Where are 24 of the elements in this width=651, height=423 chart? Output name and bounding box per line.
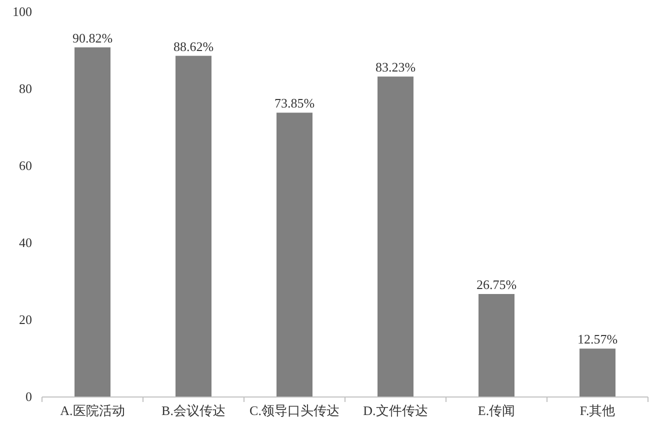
data-label: 26.75% [476, 277, 517, 292]
data-label: 73.85% [274, 96, 315, 111]
x-tick-label: A.医院活动 [60, 403, 125, 418]
y-tick-label: 0 [26, 389, 32, 404]
y-tick-label: 40 [19, 235, 32, 250]
x-tick-label: C.领导口头传达 [250, 403, 340, 418]
y-tick-label: 80 [19, 81, 32, 96]
data-label: 12.57% [577, 332, 618, 347]
x-tick-label: E.传闻 [478, 403, 516, 418]
x-tick-label: D.文件传达 [363, 403, 428, 418]
bar [478, 294, 514, 397]
bar [74, 47, 110, 397]
y-tick-label: 100 [12, 4, 32, 19]
bar [176, 56, 212, 397]
y-tick-label: 20 [19, 312, 32, 327]
data-label: 90.82% [72, 30, 113, 46]
data-label: 88.62% [173, 38, 214, 54]
bar [276, 112, 312, 397]
x-tick-label: F.其他 [580, 403, 616, 418]
y-tick-label: 60 [19, 158, 32, 173]
bar [378, 76, 414, 397]
x-tick-label: B.会议传达 [162, 403, 226, 418]
data-label: 83.23% [375, 60, 416, 75]
bar [580, 348, 616, 397]
